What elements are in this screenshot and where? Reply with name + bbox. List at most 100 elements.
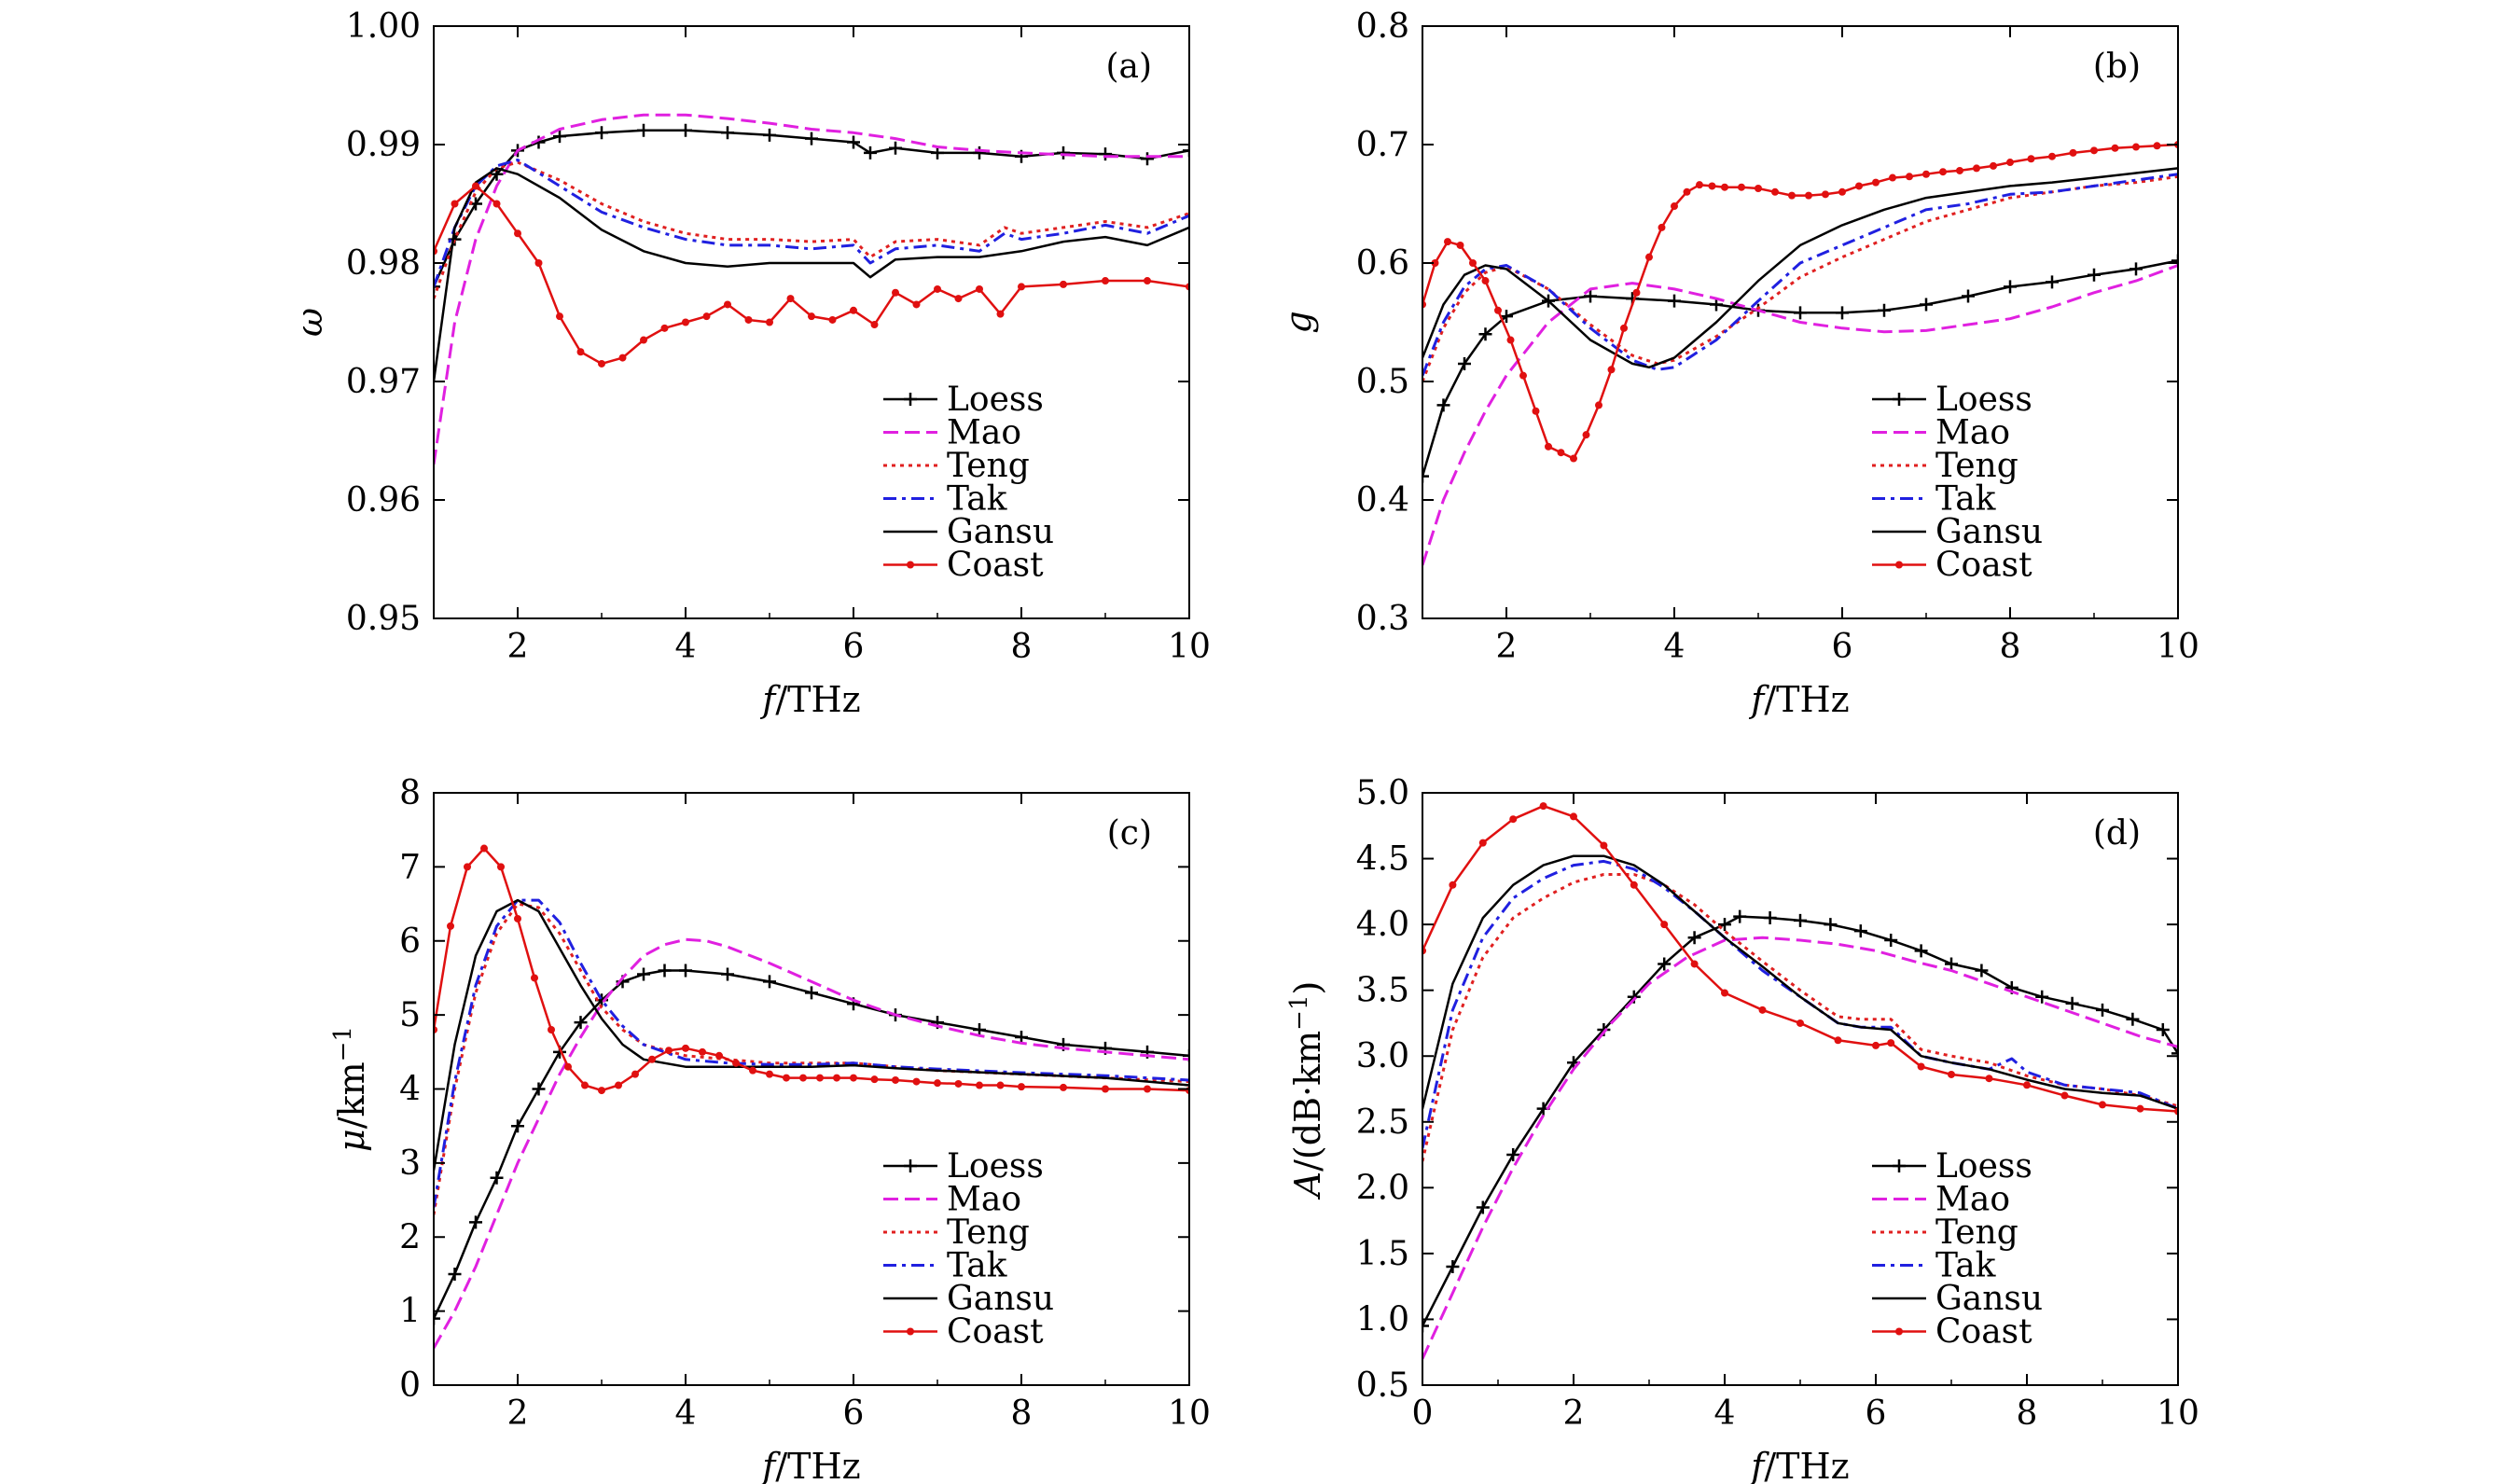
data-point (490, 1171, 504, 1185)
legend-label: Gansu (947, 513, 1054, 551)
x-tick-label: 4 (1664, 628, 1685, 666)
data-point (1796, 1019, 1804, 1027)
x-tick-label: 10 (2157, 1394, 2199, 1433)
x-tick-label: 8 (1011, 1394, 1033, 1433)
data-point (1494, 306, 1502, 314)
data-point (699, 1047, 706, 1056)
legend-label: Teng (1935, 447, 2018, 485)
y-tick-label: 2 (399, 1218, 421, 1256)
data-point (1878, 303, 1891, 317)
x-axis-label: f/THz (1748, 679, 1849, 720)
data-point (1738, 183, 1745, 191)
data-point (1620, 324, 1628, 332)
series-line-gansu (1422, 167, 2178, 369)
y-axis-label: g (1278, 311, 1319, 333)
y-tick-label: 0 (399, 1366, 421, 1405)
data-point (472, 182, 479, 190)
data-point (1668, 294, 1681, 308)
legend-label: Teng (947, 1214, 1030, 1252)
y-tick-label: 1.5 (1356, 1235, 1409, 1273)
data-point (702, 312, 711, 321)
data-point (2069, 148, 2077, 157)
series-group (1422, 141, 2178, 566)
data-point (1481, 277, 1490, 285)
x-tick-label: 2 (507, 628, 529, 666)
y-tick-label: 4.0 (1356, 906, 1409, 944)
data-point (1144, 277, 1151, 285)
data-point (1758, 1006, 1767, 1014)
y-tick-label: 1.0 (1356, 1300, 1409, 1338)
data-point (553, 130, 566, 144)
data-point (480, 844, 488, 853)
data-point (1945, 957, 1958, 971)
data-point (576, 348, 585, 356)
x-tick-label: 6 (1832, 628, 1853, 666)
data-point (1102, 1085, 1109, 1093)
x-tick-label: 6 (843, 1394, 865, 1433)
data-point (532, 1082, 546, 1096)
series-line-tak (434, 898, 1189, 1208)
y-tick-label: 8 (399, 774, 421, 812)
data-point (1696, 181, 1703, 189)
data-point (1509, 815, 1518, 824)
y-axis-label: A/(dB·km−1) (1285, 981, 1328, 1200)
data-point (1449, 881, 1457, 889)
panel-label: (c) (1107, 814, 1152, 853)
legend-label: Tak (1935, 1247, 1997, 1285)
data-point (637, 967, 650, 981)
data-point (464, 863, 471, 871)
data-point (1914, 944, 1928, 958)
data-point (679, 964, 692, 978)
data-point (1478, 839, 1487, 847)
series-line-teng (1422, 873, 2178, 1162)
legend-marker (1895, 1327, 1903, 1336)
y-tick-label: 4 (399, 1071, 421, 1109)
data-point (892, 1075, 899, 1084)
data-point (934, 284, 941, 293)
data-point (1990, 161, 1997, 170)
data-point (1183, 1048, 1189, 1062)
data-point (1506, 336, 1515, 344)
data-point (2027, 155, 2035, 163)
legend-marker (1893, 1159, 1906, 1172)
data-point (763, 975, 776, 989)
legend-label: Teng (1935, 1214, 2018, 1252)
x-axis-label: f/THz (759, 679, 860, 720)
data-point (766, 1070, 773, 1078)
y-tick-label: 0.97 (346, 363, 421, 401)
data-point (2156, 1023, 2170, 1036)
data-point (2035, 990, 2049, 1004)
data-point (682, 318, 689, 326)
legend-label: Loess (947, 1147, 1044, 1186)
data-point (724, 300, 731, 309)
data-point (2004, 280, 2017, 294)
data-point (514, 229, 521, 238)
data-point (1771, 187, 1779, 196)
legend-label: Teng (947, 447, 1030, 485)
data-point (1889, 173, 1896, 182)
data-point (996, 310, 1005, 318)
data-point (2132, 143, 2140, 151)
data-point (1102, 277, 1109, 285)
data-point (447, 922, 454, 930)
data-point (1446, 1260, 1460, 1273)
series-group (434, 844, 1189, 1350)
data-point (2111, 144, 2119, 152)
y-tick-label: 3.5 (1356, 972, 1409, 1010)
y-tick-label: 3 (399, 1144, 421, 1183)
panel-label: (a) (1105, 48, 1152, 86)
data-point (1600, 841, 1608, 850)
data-point (912, 1077, 921, 1086)
legend-label: Coast (1935, 1313, 2032, 1352)
y-tick-label: 5.0 (1356, 774, 1409, 812)
legend-label: Coast (1935, 547, 2032, 585)
data-point (1838, 187, 1846, 196)
data-point (1794, 306, 1807, 320)
data-point (1906, 173, 1913, 181)
series-line-tak (1422, 859, 2178, 1149)
data-point (1763, 911, 1777, 925)
data-point (598, 1087, 605, 1095)
legend-label: Mao (947, 414, 1021, 452)
data-point (1710, 298, 1723, 312)
data-point (1834, 1036, 1842, 1045)
